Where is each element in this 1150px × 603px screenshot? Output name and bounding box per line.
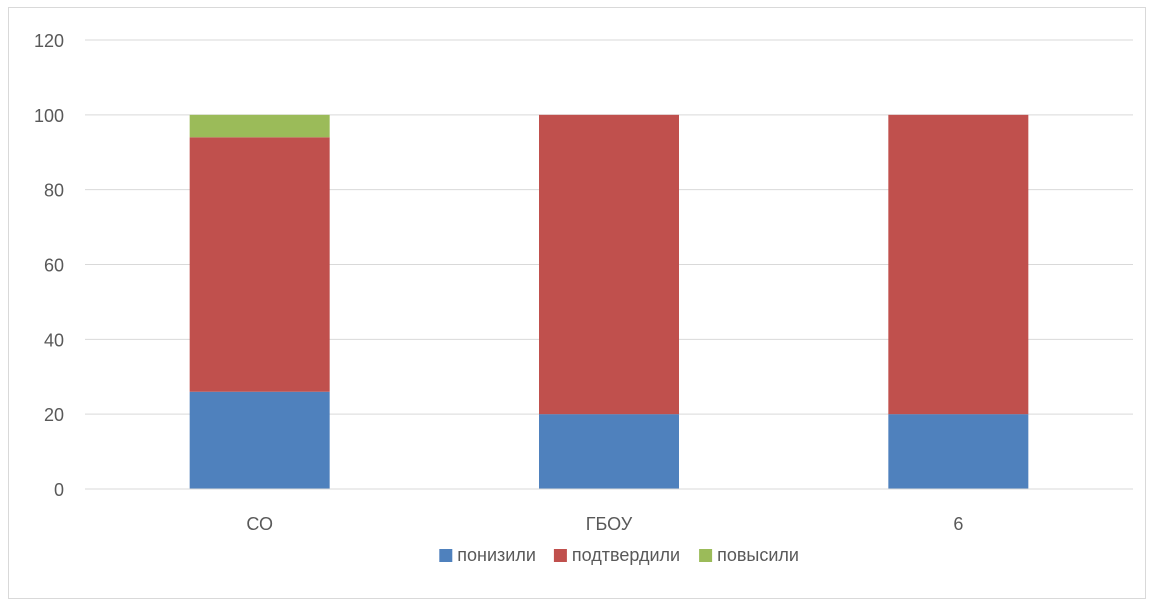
x-tick-label: ГБОУ <box>586 514 633 534</box>
y-tick-label: 60 <box>44 256 64 276</box>
legend-swatch-0 <box>439 549 453 562</box>
x-tick-label: СО <box>246 514 273 534</box>
y-tick-label: 20 <box>44 405 64 425</box>
bar-2-0 <box>189 114 330 138</box>
y-tick-label: 0 <box>54 480 64 500</box>
bar-1-0 <box>189 137 330 392</box>
bar-1-2 <box>888 114 1029 415</box>
legend: понизили подтвердили повысили <box>439 545 799 565</box>
bar-0-2 <box>888 414 1029 489</box>
legend-label-0: понизили <box>457 545 536 565</box>
bar-1-1 <box>539 114 679 415</box>
legend-swatch-2 <box>699 549 713 562</box>
legend-label-1: подтвердили <box>572 545 680 565</box>
bar-0-1 <box>539 414 679 489</box>
bar-0-0 <box>189 391 330 489</box>
y-axis-tick-labels: 0 20 40 60 80 100 120 <box>34 31 64 500</box>
y-tick-label: 120 <box>34 31 64 51</box>
bars <box>189 114 1029 489</box>
y-tick-label: 40 <box>44 330 64 350</box>
x-tick-label: 6 <box>953 514 963 534</box>
legend-label-2: повысили <box>717 545 799 565</box>
y-tick-label: 100 <box>34 106 64 126</box>
x-axis-tick-labels: СО ГБОУ 6 <box>246 514 963 534</box>
legend-swatch-1 <box>553 549 567 562</box>
y-tick-label: 80 <box>44 181 64 201</box>
